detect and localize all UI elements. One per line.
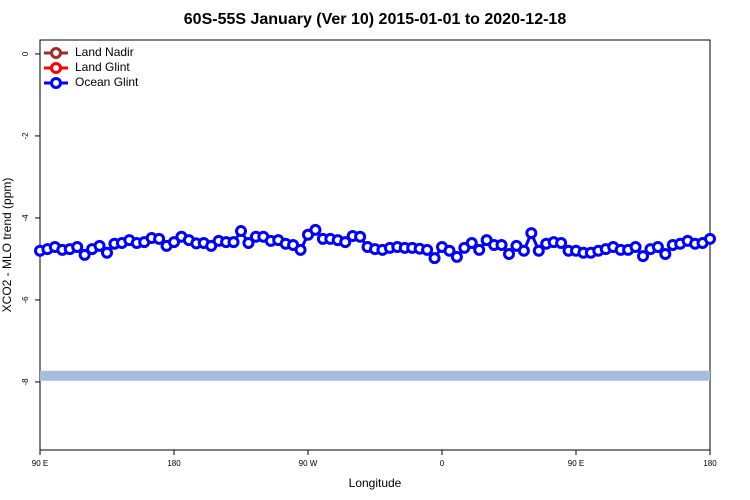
data-point xyxy=(659,248,672,261)
x-tick-label: 90 E xyxy=(568,459,584,468)
data-point xyxy=(443,244,456,257)
data-point xyxy=(168,236,180,249)
data-point xyxy=(428,252,441,265)
data-point xyxy=(354,230,367,243)
y-tick-label: -8 xyxy=(21,378,30,386)
legend-label: Land Glint xyxy=(75,60,130,74)
y-tick-label: 0 xyxy=(21,51,30,56)
x-axis-label: Longitude xyxy=(349,476,402,490)
x-tick-label: 90 W xyxy=(299,459,318,468)
data-point xyxy=(517,244,530,257)
data-point xyxy=(242,236,255,249)
data-point xyxy=(227,236,240,249)
y-tick-label: -2 xyxy=(21,132,30,140)
y-axis-label: XCO2 - MLO trend (ppm) xyxy=(0,178,14,313)
legend-label: Ocean Glint xyxy=(75,75,139,89)
data-point xyxy=(294,243,307,256)
legend-label: Land Nadir xyxy=(75,45,134,59)
data-point xyxy=(450,250,463,263)
data-point xyxy=(629,241,642,254)
x-tick-label: 180 xyxy=(167,459,181,468)
x-tick-label: 0 xyxy=(440,459,445,468)
data-point xyxy=(71,241,84,254)
data-point xyxy=(101,246,113,259)
x-tick-label: 180 xyxy=(703,459,717,468)
data-point xyxy=(309,223,322,236)
y-tick-label: -4 xyxy=(21,214,30,222)
data-point xyxy=(78,248,91,261)
legend-marker xyxy=(50,77,62,89)
data-point xyxy=(421,243,434,256)
legend-marker xyxy=(50,47,62,59)
data-point xyxy=(465,236,478,249)
chart-title: 60S-55S January (Ver 10) 2015-01-01 to 2… xyxy=(184,11,567,28)
data-point xyxy=(503,248,515,261)
reference-band xyxy=(40,370,710,381)
data-point xyxy=(555,236,568,249)
data-point xyxy=(153,232,166,245)
data-point xyxy=(651,241,664,254)
data-point xyxy=(637,250,649,263)
data-point xyxy=(235,225,247,238)
data-point xyxy=(473,243,486,256)
data-point xyxy=(93,239,106,252)
x-tick-label: 90 E xyxy=(32,459,48,468)
data-point xyxy=(525,227,538,240)
legend-marker xyxy=(50,62,62,74)
data-point xyxy=(339,236,352,249)
data-point xyxy=(532,244,545,257)
y-tick-label: -6 xyxy=(21,296,30,304)
data-point xyxy=(704,232,716,245)
data-point xyxy=(495,239,508,251)
